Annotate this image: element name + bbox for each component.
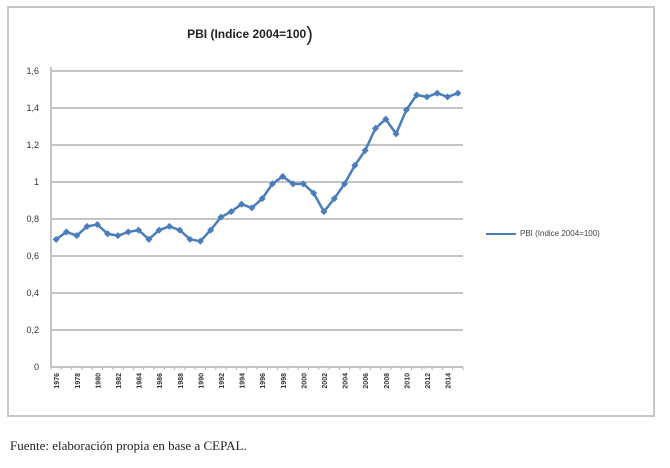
chart-title-text: PBI (Indice 2004=100	[187, 27, 307, 41]
y-tick-label: 1,4	[26, 103, 39, 113]
data-point-marker	[371, 124, 379, 132]
x-tick-label: 2012	[425, 373, 432, 389]
series-line	[55, 91, 459, 243]
data-point-marker	[124, 228, 132, 236]
x-tick-label: 2008	[384, 373, 391, 389]
data-point-marker	[444, 93, 452, 101]
data-point-marker	[114, 232, 122, 240]
y-tick-label: 0,2	[26, 325, 39, 335]
data-point-marker	[227, 208, 235, 216]
data-point-marker	[310, 189, 318, 197]
data-point-marker	[135, 226, 143, 234]
data-point-marker	[279, 172, 287, 180]
data-point-marker	[207, 226, 215, 234]
data-point-marker	[330, 195, 338, 203]
x-tick-label: 1988	[178, 373, 185, 389]
data-point-marker	[258, 195, 266, 203]
x-tick-label: 1992	[219, 373, 226, 389]
x-tick-label: 1998	[281, 373, 288, 389]
x-tick-label: 1980	[95, 373, 102, 389]
data-point-marker	[73, 232, 81, 240]
data-point-marker	[299, 180, 307, 188]
legend-swatch	[486, 232, 516, 235]
x-tick-label: 2014	[446, 373, 453, 389]
legend: PBI (Indice 2004=100)	[486, 229, 600, 238]
data-point-marker	[83, 222, 91, 230]
data-point-marker	[155, 226, 163, 234]
y-tick-label: 0	[34, 362, 39, 372]
x-tick-label: 1990	[198, 373, 205, 389]
x-axis: 1976 1978 1980 1982 1984 1986 1988 1990 1992 1994…	[50, 366, 464, 389]
source-caption: Fuente: elaboración propia en base a CEP…	[10, 438, 247, 453]
data-point-marker	[93, 221, 101, 229]
data-point-marker	[176, 226, 184, 234]
data-point-marker	[196, 237, 204, 245]
x-tick-label: 2006	[363, 373, 370, 389]
data-point-marker	[402, 106, 410, 114]
y-tick-label: 0,6	[26, 251, 39, 261]
x-tick-label: 2000	[301, 373, 308, 389]
chart-frame	[7, 6, 655, 417]
y-axis: 0 0,2 0,4 0,6 0,8 1 1,2 1,4 1,6	[26, 66, 52, 372]
chart-title-paren: )	[306, 24, 313, 46]
gridlines	[51, 70, 463, 331]
x-tick-label: 2010	[404, 373, 411, 389]
x-tick-label: 1978	[75, 373, 82, 389]
data-point-marker	[392, 130, 400, 138]
data-point-marker	[217, 213, 225, 221]
data-point-marker	[145, 235, 153, 243]
data-series	[52, 89, 462, 245]
legend-label: PBI (Indice 2004=100)	[520, 229, 600, 238]
chart-title: PBI (Indice 2004=100)	[0, 24, 500, 47]
data-point-marker	[62, 228, 70, 236]
data-point-marker	[351, 161, 359, 169]
data-point-marker	[52, 235, 60, 243]
y-tick-label: 0,4	[26, 288, 39, 298]
data-point-marker	[165, 222, 173, 230]
x-tick-label: 1994	[240, 373, 247, 389]
data-point-marker	[186, 235, 194, 243]
data-point-marker	[413, 91, 421, 99]
y-tick-label: 0,8	[26, 214, 39, 224]
data-point-marker	[289, 180, 297, 188]
x-tick-label: 1996	[260, 373, 267, 389]
data-point-marker	[433, 89, 441, 97]
data-point-marker	[341, 180, 349, 188]
x-tick-label: 1982	[116, 373, 123, 389]
data-point-marker	[423, 93, 431, 101]
x-tick-label: 2002	[322, 373, 329, 389]
data-point-marker	[268, 180, 276, 188]
data-point-marker	[382, 115, 390, 123]
x-tick-label: 1986	[157, 373, 164, 389]
x-tick-label: 2004	[343, 373, 350, 389]
data-point-marker	[248, 204, 256, 212]
x-tick-label: 1984	[137, 373, 144, 389]
data-point-marker	[454, 89, 462, 97]
data-point-marker	[320, 208, 328, 216]
data-point-marker	[104, 230, 112, 238]
data-point-marker	[238, 200, 246, 208]
y-tick-label: 1,2	[26, 140, 39, 150]
y-tick-label: 1	[34, 177, 39, 187]
y-tick-label: 1,6	[26, 66, 39, 76]
data-point-marker	[361, 147, 369, 155]
x-tick-label: 1976	[54, 373, 61, 389]
